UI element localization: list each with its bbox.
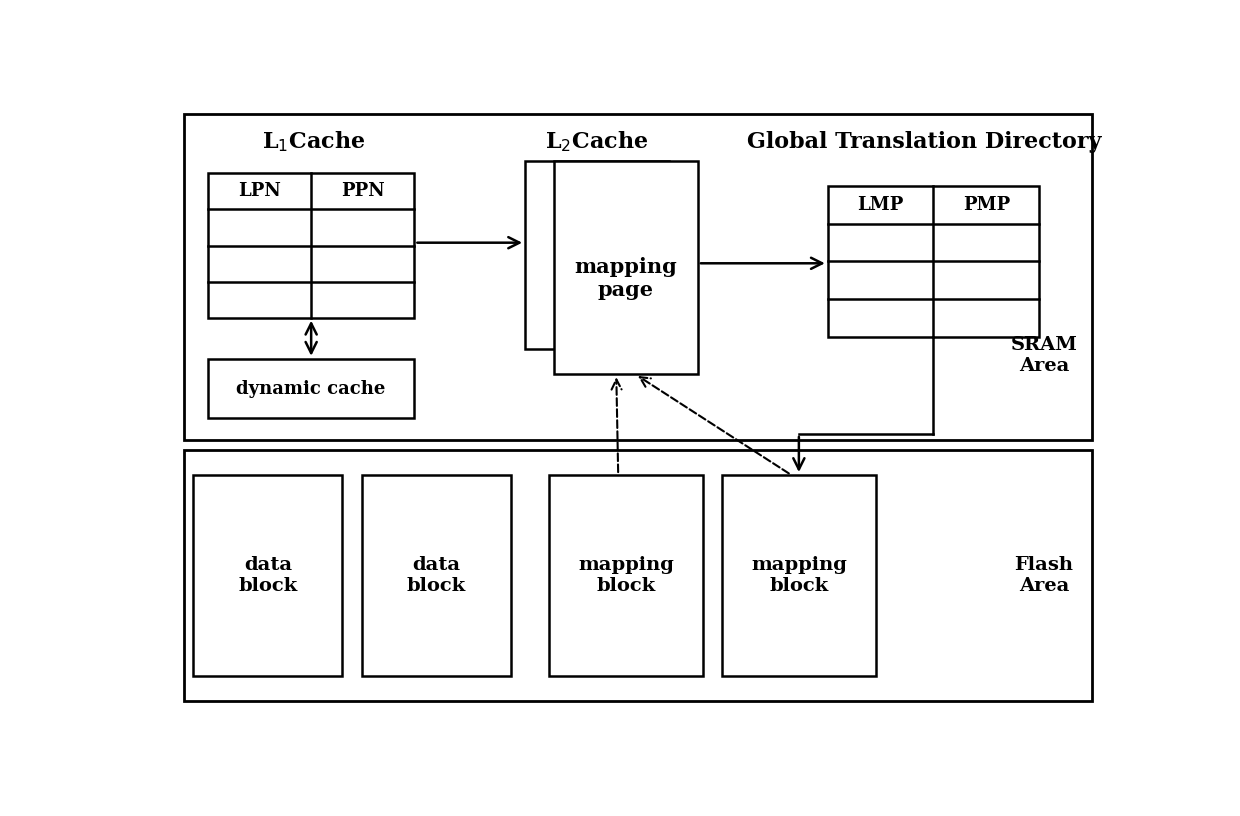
Bar xyxy=(525,161,670,349)
Text: Flash
Area: Flash Area xyxy=(1014,556,1074,595)
Text: mapping
page: mapping page xyxy=(574,257,677,299)
Text: PPN: PPN xyxy=(341,183,384,201)
Bar xyxy=(722,475,875,676)
Text: mapping
block: mapping block xyxy=(751,556,847,595)
Text: Global Translation Directory: Global Translation Directory xyxy=(746,131,1101,153)
Text: data
block: data block xyxy=(238,556,298,595)
Text: dynamic cache: dynamic cache xyxy=(237,379,386,397)
Bar xyxy=(184,450,1092,701)
Bar xyxy=(554,161,698,375)
Bar xyxy=(208,359,414,419)
Bar xyxy=(362,475,511,676)
Bar xyxy=(828,186,1039,337)
Text: mapping
block: mapping block xyxy=(578,556,673,595)
Text: L$_1$Cache: L$_1$Cache xyxy=(262,130,365,154)
Text: PMP: PMP xyxy=(962,196,1009,214)
Text: LMP: LMP xyxy=(857,196,904,214)
Text: data
block: data block xyxy=(407,556,466,595)
Text: L$_2$Cache: L$_2$Cache xyxy=(546,130,649,154)
Text: LPN: LPN xyxy=(238,183,281,201)
Text: SRAM
Area: SRAM Area xyxy=(1011,336,1078,375)
Bar xyxy=(549,475,703,676)
Bar xyxy=(208,173,414,317)
Bar xyxy=(184,113,1092,441)
Bar xyxy=(193,475,342,676)
